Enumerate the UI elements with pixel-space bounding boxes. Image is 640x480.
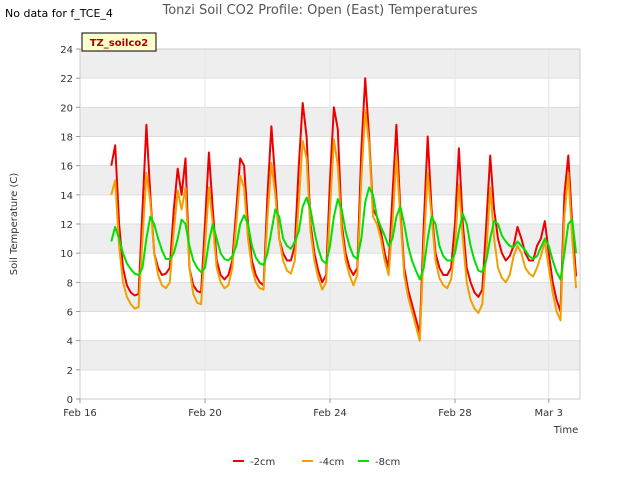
x-axis-label: Time (553, 425, 578, 436)
x-tick-label: Feb 28 (438, 408, 472, 419)
y-tick-label: 12 (60, 220, 73, 231)
y-axis-label: Soil Temperature (C) (9, 173, 20, 276)
y-tick-label: 20 (60, 103, 73, 114)
annotation-box: TZ_soilco2 (81, 32, 157, 52)
y-tick-label: 22 (60, 74, 73, 85)
series-line-minus-8cm (110, 186, 578, 281)
legend: -2cm -4cm -8cm (233, 457, 400, 468)
y-tick-label: 24 (60, 45, 73, 56)
y-tick-label: 16 (60, 162, 73, 173)
x-tick-label: Feb 24 (313, 408, 347, 419)
chart-title: Tonzi Soil CO2 Profile: Open (East) Temp… (162, 3, 478, 18)
y-tick-label: 8 (67, 278, 73, 289)
y-tick-label: 2 (67, 366, 73, 377)
series-line-minus-4cm (110, 109, 578, 342)
x-tick-label: Feb 20 (188, 408, 222, 419)
y-tick-label: 10 (60, 249, 73, 260)
series-lines (110, 77, 578, 342)
annotation-text: TZ_soilco2 (90, 38, 149, 49)
y-tick-label: 18 (60, 133, 73, 144)
x-tick-label: Feb 16 (63, 408, 97, 419)
legend-label: -4cm (319, 457, 344, 468)
no-data-note: No data for f_TCE_4 (5, 7, 113, 20)
x-axis: Feb 16 Feb 20 Feb 24 Feb 28 Mar 3 (63, 399, 563, 419)
legend-label: -2cm (250, 457, 275, 468)
x-tick-label: Mar 3 (535, 408, 563, 419)
legend-label: -8cm (375, 457, 400, 468)
y-tick-label: 0 (67, 395, 73, 406)
y-tick-label: 6 (67, 308, 73, 319)
y-tick-label: 4 (67, 337, 73, 348)
y-tick-label: 14 (60, 191, 73, 202)
